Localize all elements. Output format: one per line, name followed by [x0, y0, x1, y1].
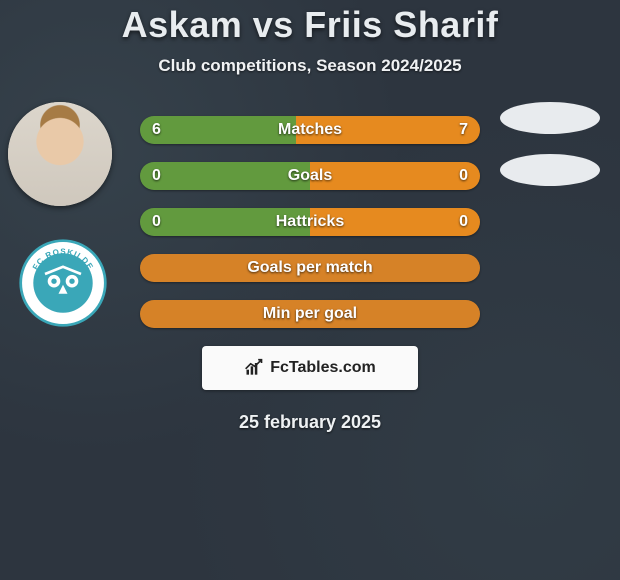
player-left-avatar: [8, 102, 112, 206]
subtitle: Club competitions, Season 2024/2025: [0, 56, 620, 76]
stats-area: FC ROSKILDE Matches67Goals00Hattricks00G…: [0, 116, 620, 328]
stat-label: Matches: [140, 116, 480, 144]
oval-shape: [500, 102, 600, 134]
brand-label: FcTables.com: [270, 359, 376, 377]
stat-label: Hattricks: [140, 208, 480, 236]
content-wrap: Askam vs Friis Sharif Club competitions,…: [0, 0, 620, 580]
stat-row: Min per goal: [140, 300, 480, 328]
stat-label: Goals per match: [140, 254, 480, 282]
stat-value-left: 0: [152, 208, 161, 236]
brand-footer[interactable]: FcTables.com: [202, 346, 418, 390]
stat-value-left: 6: [152, 116, 161, 144]
right-avatar-ovals: [500, 102, 600, 206]
stat-row: Matches6 7: [140, 116, 480, 144]
avatar-face-placeholder: [8, 102, 112, 206]
chart-icon: [244, 358, 264, 378]
stat-value-right: 7: [459, 116, 468, 144]
stat-value-right: 0: [459, 162, 468, 190]
club-badge-left: FC ROSKILDE: [18, 238, 108, 328]
stat-row: Goals0 0: [140, 162, 480, 190]
oval-shape: [500, 154, 600, 186]
stat-label: Goals: [140, 162, 480, 190]
stat-row: Hattricks0 0: [140, 208, 480, 236]
stat-value-left: 0: [152, 162, 161, 190]
club-badge-svg: FC ROSKILDE: [18, 238, 108, 328]
stat-label: Min per goal: [140, 300, 480, 328]
date-label: 25 february 2025: [0, 412, 620, 433]
stat-row: Goals per match: [140, 254, 480, 282]
stat-value-right: 0: [459, 208, 468, 236]
page-title: Askam vs Friis Sharif: [0, 4, 620, 46]
